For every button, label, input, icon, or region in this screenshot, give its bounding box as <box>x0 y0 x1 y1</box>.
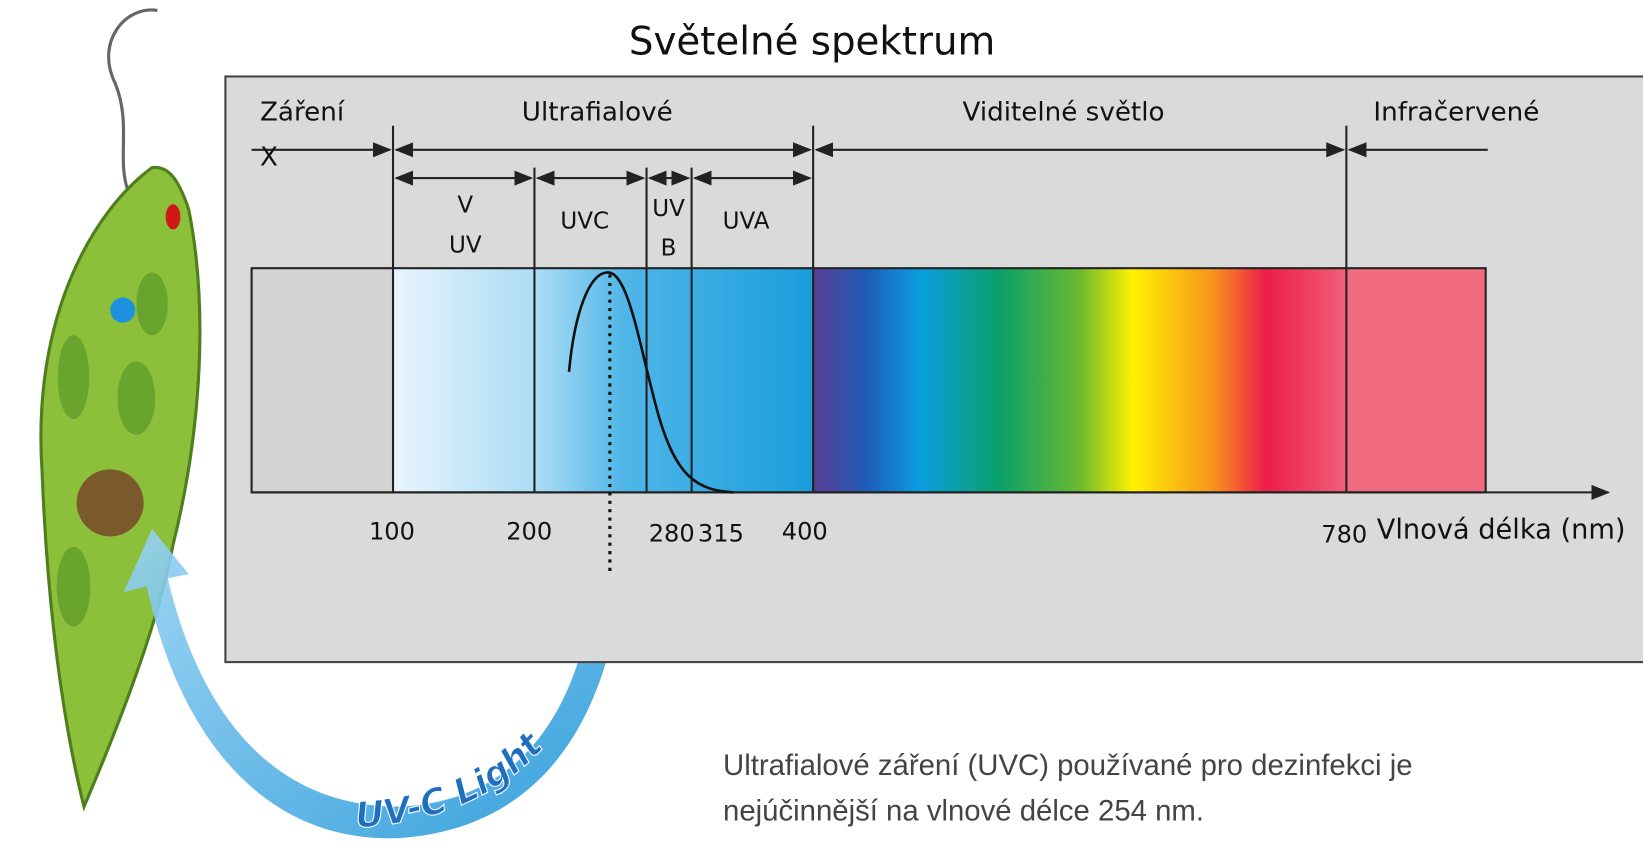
tick-label: 315 <box>698 520 744 548</box>
band-label: B <box>661 236 677 262</box>
tick-label: 780 <box>1321 521 1367 549</box>
tick-label: 200 <box>506 518 552 546</box>
band-label: UVC <box>560 208 609 234</box>
region-label: Ultrafialové <box>522 97 673 127</box>
range-arrows <box>251 142 1488 186</box>
tick-label: 400 <box>782 518 828 546</box>
uvc-curve <box>567 271 734 494</box>
region-label: X <box>260 143 278 173</box>
band-label: UVA <box>723 208 770 234</box>
caption-line: Ultrafialové záření (UVC) používané pro … <box>723 749 1413 782</box>
ir-band <box>1346 268 1486 493</box>
axis-label: Vlnová délka (nm) <box>1377 514 1626 545</box>
title: Světelné spektrum <box>629 19 995 64</box>
caption-line: nejúčinnější na vlnové délce 254 nm. <box>723 794 1204 827</box>
uv-band <box>393 268 814 493</box>
band-label: UV <box>449 232 482 258</box>
xray-band <box>251 268 394 493</box>
organism <box>39 8 202 812</box>
band-label: UV <box>652 196 685 222</box>
tick-label: 100 <box>369 518 415 546</box>
band-label: V <box>457 193 473 219</box>
dividers <box>391 125 1348 493</box>
visible-band <box>813 268 1347 493</box>
region-label: Viditelné světlo <box>962 97 1164 127</box>
region-label: Infračervené <box>1373 97 1539 127</box>
tick-label: 280 <box>649 520 695 548</box>
region-label: Záření <box>260 97 345 127</box>
